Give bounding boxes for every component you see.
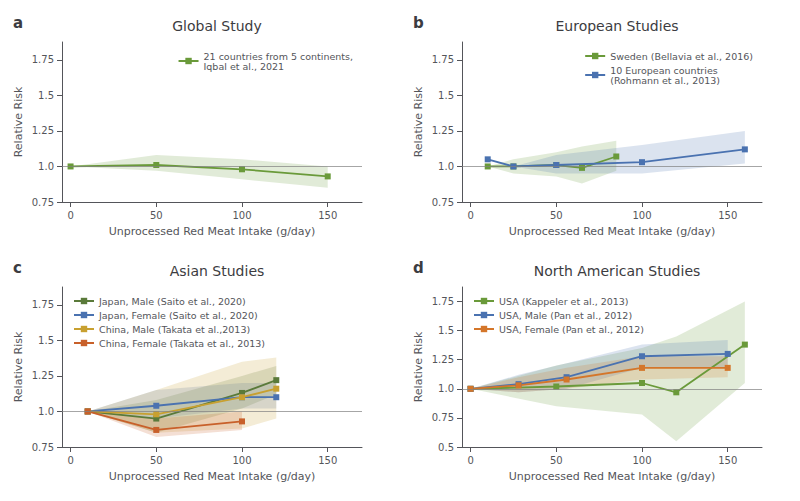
svg-text:b: b xyxy=(413,14,424,32)
svg-text:0.75: 0.75 xyxy=(32,197,54,208)
svg-text:Unprocessed Red Meat Intake (g: Unprocessed Red Meat Intake (g/day) xyxy=(109,225,316,238)
svg-text:150: 150 xyxy=(318,210,337,221)
svg-text:150: 150 xyxy=(718,210,737,221)
svg-text:Asian Studies: Asian Studies xyxy=(170,263,265,279)
svg-text:Unprocessed Red Meat Intake (g: Unprocessed Red Meat Intake (g/day) xyxy=(509,470,716,483)
svg-text:0: 0 xyxy=(467,210,473,221)
svg-text:1.0: 1.0 xyxy=(38,406,54,417)
svg-text:Relative Risk: Relative Risk xyxy=(412,331,425,402)
svg-text:Iqbal et al., 2021: Iqbal et al., 2021 xyxy=(204,61,285,72)
svg-text:Japan, Male (Saito et al., 202: Japan, Male (Saito et al., 2020) xyxy=(98,296,246,307)
svg-text:European Studies: European Studies xyxy=(555,18,678,34)
svg-text:a: a xyxy=(13,14,23,32)
svg-text:21 countries from 5 continents: 21 countries from 5 continents, xyxy=(203,50,353,62)
svg-text:1.25: 1.25 xyxy=(432,354,454,365)
svg-text:China, Male (Takata et al.,201: China, Male (Takata et al.,2013) xyxy=(99,324,250,335)
svg-text:Unprocessed Red Meat Intake (g: Unprocessed Red Meat Intake (g/day) xyxy=(109,470,316,483)
svg-text:1.75: 1.75 xyxy=(432,296,454,307)
svg-text:0: 0 xyxy=(467,455,473,466)
svg-text:100: 100 xyxy=(232,210,251,221)
svg-text:North American Studies: North American Studies xyxy=(534,263,701,279)
svg-text:USA, Male (Pan et al., 2012): USA, Male (Pan et al., 2012) xyxy=(499,310,632,321)
svg-text:1.25: 1.25 xyxy=(32,125,54,136)
svg-text:c: c xyxy=(13,259,22,277)
svg-text:USA, Female (Pan et al., 2012): USA, Female (Pan et al., 2012) xyxy=(499,324,644,335)
svg-text:(Rohmann et al., 2013): (Rohmann et al., 2013) xyxy=(610,75,720,86)
svg-text:100: 100 xyxy=(632,455,651,466)
svg-text:1.75: 1.75 xyxy=(32,299,54,310)
svg-text:d: d xyxy=(413,259,424,277)
svg-text:0.75: 0.75 xyxy=(32,442,54,453)
svg-text:0.5: 0.5 xyxy=(438,442,454,453)
svg-text:1.25: 1.25 xyxy=(432,125,454,136)
svg-text:0: 0 xyxy=(67,210,73,221)
svg-text:50: 50 xyxy=(150,210,163,221)
svg-text:1.0: 1.0 xyxy=(438,383,454,394)
svg-text:1.75: 1.75 xyxy=(32,54,54,65)
svg-text:50: 50 xyxy=(550,210,563,221)
svg-text:1.5: 1.5 xyxy=(38,90,54,101)
svg-text:100: 100 xyxy=(232,455,251,466)
svg-text:Japan, Female (Saito et al., 2: Japan, Female (Saito et al., 2020) xyxy=(98,310,258,321)
svg-text:150: 150 xyxy=(318,455,337,466)
svg-text:China, Female (Takata et al.,: China, Female (Takata et al., 2013) xyxy=(99,338,265,349)
svg-text:1.5: 1.5 xyxy=(38,335,54,346)
svg-text:1.0: 1.0 xyxy=(438,161,454,172)
svg-text:10 European countries: 10 European countries xyxy=(610,64,718,76)
svg-text:Global Study: Global Study xyxy=(172,18,262,34)
svg-text:1.5: 1.5 xyxy=(438,90,454,101)
svg-text:1.25: 1.25 xyxy=(32,370,54,381)
svg-text:Relative Risk: Relative Risk xyxy=(12,331,25,402)
svg-text:Sweden (Bellavia et al., 2016): Sweden (Bellavia et al., 2016) xyxy=(610,51,753,62)
svg-text:100: 100 xyxy=(632,210,651,221)
svg-text:Relative Risk: Relative Risk xyxy=(12,86,25,157)
svg-text:0: 0 xyxy=(67,455,73,466)
svg-text:50: 50 xyxy=(550,455,563,466)
svg-text:1.75: 1.75 xyxy=(432,54,454,65)
svg-text:50: 50 xyxy=(150,455,163,466)
svg-text:Relative Risk: Relative Risk xyxy=(412,86,425,157)
svg-text:1.0: 1.0 xyxy=(38,161,54,172)
svg-text:USA (Kappeler et al., 2013): USA (Kappeler et al., 2013) xyxy=(499,296,629,307)
svg-text:1.5: 1.5 xyxy=(438,325,454,336)
svg-text:0.75: 0.75 xyxy=(432,412,454,423)
svg-text:0.75: 0.75 xyxy=(432,197,454,208)
svg-text:Unprocessed Red Meat Intake (g: Unprocessed Red Meat Intake (g/day) xyxy=(509,225,716,238)
svg-text:150: 150 xyxy=(718,455,737,466)
